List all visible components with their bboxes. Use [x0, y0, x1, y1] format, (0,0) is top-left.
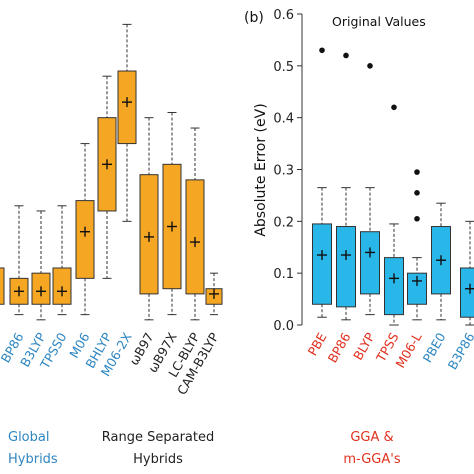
a-iqr-box [185, 179, 205, 295]
a-box-6 [139, 117, 159, 321]
b-iqr-box [336, 226, 356, 308]
a-box-2 [52, 205, 72, 316]
b-outlier-point [414, 215, 420, 222]
b-box-3 [384, 223, 404, 326]
b-iqr-box [384, 257, 404, 316]
a-box-1 [31, 210, 51, 321]
b-y-tick-label: 0.6 [273, 8, 294, 23]
b-outlier-point [343, 52, 349, 59]
b-y-tick-label: 0.1 [273, 267, 294, 282]
a-group-label-range-separated: Range Separated Hybrids [102, 430, 214, 467]
b-category-label: B3P86 [445, 330, 474, 372]
a-iqr-box [117, 70, 137, 145]
b-y-tick-label: 0.3 [273, 164, 294, 179]
b-y-tick-label: 0.5 [273, 60, 294, 75]
b-category-label: PBE0 [420, 330, 449, 365]
a-iqr-box [75, 200, 95, 279]
b-outlier-point [367, 63, 373, 69]
panel-a: BP86B3LYPTPSS0M06BHLYPM06-2XωB97ωB97XLC-… [0, 23, 223, 467]
a-box-4 [97, 75, 117, 279]
a-partial-box [0, 267, 5, 305]
b-y-tick-label: 0.2 [273, 215, 294, 230]
a-box-0 [9, 205, 29, 316]
b-outlier-point [414, 190, 420, 196]
b-group-label-line: m-GGA's [343, 452, 400, 467]
a-box-9 [205, 272, 223, 316]
b-category-label: BP86 [325, 330, 354, 365]
b-box-5 [431, 202, 451, 321]
b-group-label-line: GGA & [350, 430, 393, 445]
a-group-label-line: Global [8, 430, 49, 445]
a-group-label-line: Hybrids [8, 452, 58, 467]
b-title: Original Values [332, 14, 426, 29]
a-box-8 [185, 127, 205, 321]
b-outlier-point [391, 104, 397, 111]
a-iqr-box [52, 267, 72, 305]
b-group-label-gga: GGA & m-GGA's [343, 430, 400, 467]
b-iqr-box [312, 223, 332, 305]
b-y-tick-label: 0.4 [273, 112, 294, 127]
b-y-axis-label: Absolute Error (eV) [253, 103, 269, 236]
b-iqr-box [460, 267, 474, 318]
b-box-1 [336, 187, 356, 321]
b-box-0 [312, 187, 332, 318]
b-y-tick-label: 0.0 [273, 319, 294, 334]
panel-b: (b) Original Values 0.0 0.1 0.2 0.3 0.4 0.5 0.6 A… [244, 8, 474, 467]
b-box-4 [407, 257, 427, 321]
a-group-label-line: Hybrids [133, 452, 183, 467]
b-panel-label: (b) [244, 10, 264, 26]
a-box-5 [117, 23, 137, 222]
b-outlier-point [319, 47, 325, 54]
b-box-6 [460, 220, 474, 326]
b-outlier-point [414, 169, 420, 175]
a-group-label-global: Global Hybrids [8, 430, 58, 467]
b-iqr-box [360, 231, 380, 295]
a-group-label-line: Range Separated [102, 430, 214, 445]
b-box-2 [360, 187, 380, 316]
a-box-7 [162, 111, 182, 316]
a-box-3 [75, 143, 95, 316]
